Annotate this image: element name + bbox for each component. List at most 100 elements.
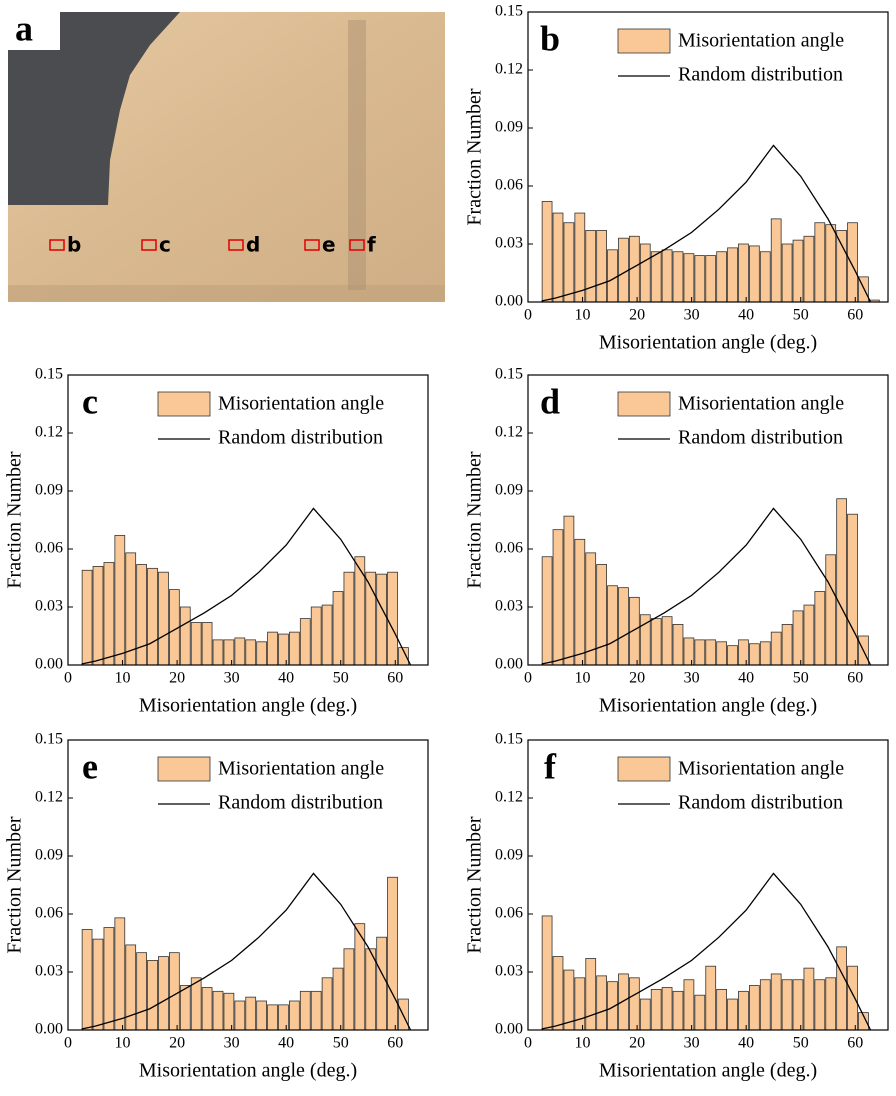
random-line (541, 872, 872, 1031)
bar (245, 639, 257, 666)
x-tick-label: 10 (575, 307, 591, 324)
bar (190, 622, 202, 666)
bar (727, 247, 738, 303)
site-label: d (246, 233, 260, 257)
x-tick-label: 0 (64, 1035, 72, 1052)
legend-label: Random distribution (678, 427, 843, 449)
legend-label: Misorientation angle (218, 393, 384, 415)
x-tick-label: 50 (793, 1035, 809, 1052)
legend-swatch (157, 391, 211, 417)
bar (234, 1000, 246, 1031)
bar (574, 977, 586, 1031)
site-label: e (322, 233, 336, 257)
x-tick-label: 50 (333, 670, 349, 687)
bar (683, 637, 695, 666)
site-marker (141, 239, 157, 251)
bar (650, 251, 662, 303)
bar (585, 230, 597, 303)
y-tick-label: 0.03 (35, 598, 63, 615)
bar (387, 571, 398, 666)
panel-label: c (82, 381, 98, 421)
y-tick-label: 0.00 (495, 293, 523, 310)
axes-frame (527, 739, 889, 1031)
bar (705, 639, 717, 666)
bar (289, 631, 300, 666)
bar (541, 556, 553, 666)
bar (618, 587, 629, 666)
random-line (81, 872, 412, 1031)
bar (727, 645, 738, 666)
bar (136, 952, 147, 1031)
bar (278, 1004, 289, 1031)
legend-label: Misorientation angle (678, 393, 844, 415)
y-axis-label: Fraction Number (4, 816, 26, 954)
y-tick-label: 0.06 (495, 540, 523, 557)
x-tick-label: 0 (524, 307, 532, 324)
legend-swatch (617, 391, 671, 417)
y-tick-label: 0.15 (35, 366, 63, 383)
bar (596, 975, 607, 1031)
bar (574, 212, 586, 303)
bar (650, 618, 662, 666)
bar (365, 948, 377, 1031)
bar (683, 253, 695, 303)
bar (639, 998, 651, 1031)
bar (103, 562, 115, 666)
x-tick-label: 40 (278, 1035, 294, 1052)
bar (376, 936, 387, 1031)
axes-frame (67, 739, 429, 1031)
bar (738, 639, 749, 666)
y-tick-label: 0.09 (495, 119, 523, 136)
x-axis-label: Misorientation angle (deg.) (599, 332, 817, 354)
x-tick-label: 10 (575, 1035, 591, 1052)
bar (814, 979, 826, 1031)
panel-label: f (544, 746, 557, 786)
axes-frame (527, 11, 889, 303)
y-tick-label: 0.15 (35, 731, 63, 748)
bar (770, 973, 782, 1031)
bar (278, 633, 289, 666)
bar (759, 251, 771, 303)
y-tick-label: 0.09 (35, 847, 63, 864)
bar (92, 566, 104, 666)
bar (803, 967, 815, 1031)
x-tick-label: 0 (524, 670, 532, 687)
bar (847, 222, 858, 303)
bar (716, 989, 727, 1031)
y-tick-label: 0.00 (35, 1021, 63, 1038)
bar (256, 1000, 267, 1031)
random-line (541, 144, 872, 303)
y-tick-label: 0.09 (35, 482, 63, 499)
bar (563, 222, 575, 303)
bar (147, 567, 158, 666)
bar (179, 985, 191, 1031)
bar (639, 243, 651, 303)
bar (190, 977, 202, 1031)
y-tick-label: 0.12 (495, 789, 523, 806)
x-axis-label: Misorientation angle (deg.) (599, 695, 817, 717)
bar (125, 552, 137, 666)
bar (552, 212, 564, 303)
bar (738, 990, 749, 1031)
y-tick-label: 0.06 (495, 905, 523, 922)
axes-frame (67, 374, 429, 666)
panel-label: d (540, 381, 560, 421)
legend-label: Random distribution (218, 792, 383, 814)
stir-streak (348, 20, 366, 290)
bar (759, 641, 771, 666)
bar (661, 249, 673, 303)
bar (672, 251, 684, 303)
bar (749, 245, 760, 303)
bar (825, 224, 837, 303)
bar (770, 631, 782, 666)
bar (618, 973, 629, 1031)
y-tick-label: 0.12 (495, 61, 523, 78)
y-tick-label: 0.06 (35, 540, 63, 557)
site-marker (228, 239, 244, 251)
bar (672, 990, 684, 1031)
bar (354, 556, 366, 666)
bar (770, 218, 782, 303)
panel-label: e (82, 746, 98, 786)
x-tick-label: 50 (793, 307, 809, 324)
